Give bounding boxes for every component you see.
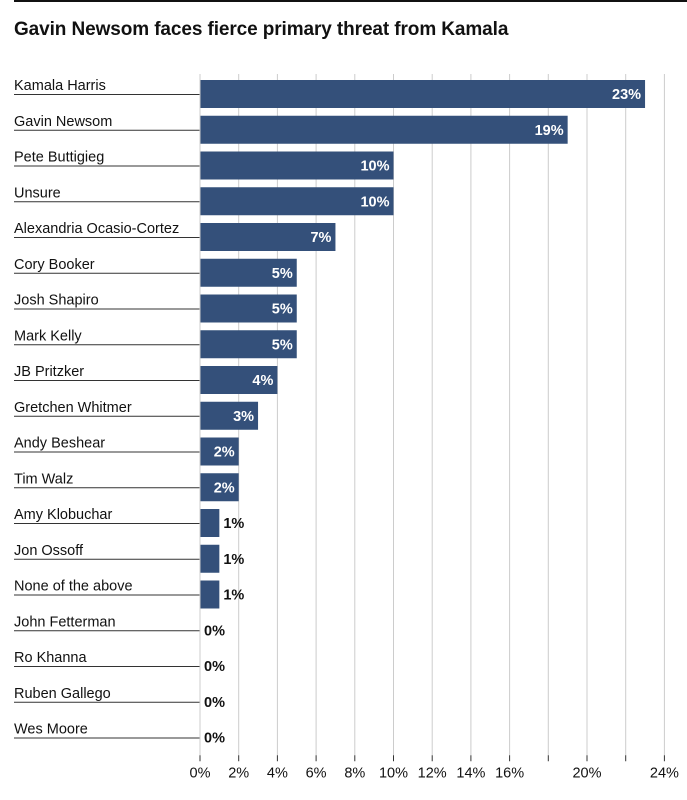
value-label: 1% xyxy=(223,516,244,532)
bar xyxy=(200,223,336,251)
x-tick-label: 16% xyxy=(495,765,524,781)
bar xyxy=(200,473,239,502)
x-tick-label: 0% xyxy=(190,765,211,781)
bar xyxy=(200,115,568,144)
value-label: 1% xyxy=(223,588,244,604)
value-label: 10% xyxy=(360,159,389,175)
value-label: 5% xyxy=(272,337,293,353)
value-label: 19% xyxy=(535,123,564,139)
bar xyxy=(200,544,220,573)
chart-title: Gavin Newsom faces fierce primary threat… xyxy=(14,19,509,40)
category-label: Gavin Newsom xyxy=(14,114,112,130)
value-label: 0% xyxy=(204,623,225,639)
x-tick-label: 2% xyxy=(228,765,249,781)
value-label: 5% xyxy=(272,302,293,318)
value-label: 10% xyxy=(360,194,389,210)
bar xyxy=(200,509,220,537)
x-tick-label: 10% xyxy=(379,765,408,781)
value-label: 7% xyxy=(310,230,331,246)
bar xyxy=(200,401,259,430)
category-label: Wes Moore xyxy=(14,722,88,738)
chart-rows: Kamala Harris 23% Gavin Newsom 19% Pete Butt… xyxy=(14,78,646,747)
value-label: 0% xyxy=(204,695,225,711)
value-label: 23% xyxy=(612,87,641,103)
bar xyxy=(200,330,297,359)
category-label: Tim Walz xyxy=(14,471,73,487)
category-label: Amy Klobuchar xyxy=(14,507,112,523)
value-label: 5% xyxy=(272,266,293,282)
x-tick-label: 24% xyxy=(650,765,679,781)
x-tick-label: 4% xyxy=(267,765,288,781)
category-label: Jon Ossoff xyxy=(14,543,84,559)
category-label: Pete Buttigieg xyxy=(14,150,104,166)
value-label: 1% xyxy=(223,552,244,568)
bar xyxy=(200,580,220,609)
bar xyxy=(200,366,278,394)
x-tick-label: 14% xyxy=(456,765,485,781)
category-label: Ruben Gallego xyxy=(14,686,111,702)
value-label: 3% xyxy=(233,409,254,425)
bar xyxy=(200,151,394,180)
bar xyxy=(200,437,239,466)
x-tick-label: 12% xyxy=(418,765,447,781)
x-axis: 0% 2% 4% 6% 8% 10% 12% 14% 16% 20% 24% xyxy=(190,74,679,781)
value-label: 0% xyxy=(204,731,225,747)
category-label: None of the above xyxy=(14,579,133,595)
x-tick-label: 6% xyxy=(306,765,327,781)
category-label: Kamala Harris xyxy=(14,78,106,94)
value-label: 4% xyxy=(252,373,273,389)
category-label: Alexandria Ocasio-Cortez xyxy=(14,221,179,237)
bar xyxy=(200,187,394,216)
bar xyxy=(200,80,646,108)
bar xyxy=(200,294,297,323)
category-label: Unsure xyxy=(14,185,61,201)
category-label: Ro Khanna xyxy=(14,650,87,666)
value-label: 2% xyxy=(214,480,235,496)
category-label: Mark Kelly xyxy=(14,328,82,344)
category-label: Gretchen Whitmer xyxy=(14,400,132,416)
value-label: 2% xyxy=(214,445,235,461)
category-label: John Fetterman xyxy=(14,614,116,630)
category-label: Josh Shapiro xyxy=(14,293,99,309)
value-label: 0% xyxy=(204,659,225,675)
category-label: Andy Beshear xyxy=(14,436,105,452)
x-tick-label: 20% xyxy=(572,765,601,781)
category-label: Cory Booker xyxy=(14,257,95,273)
top-rule xyxy=(14,0,687,2)
bar xyxy=(200,258,297,287)
category-label: JB Pritzker xyxy=(14,364,84,380)
x-tick-label: 8% xyxy=(344,765,365,781)
